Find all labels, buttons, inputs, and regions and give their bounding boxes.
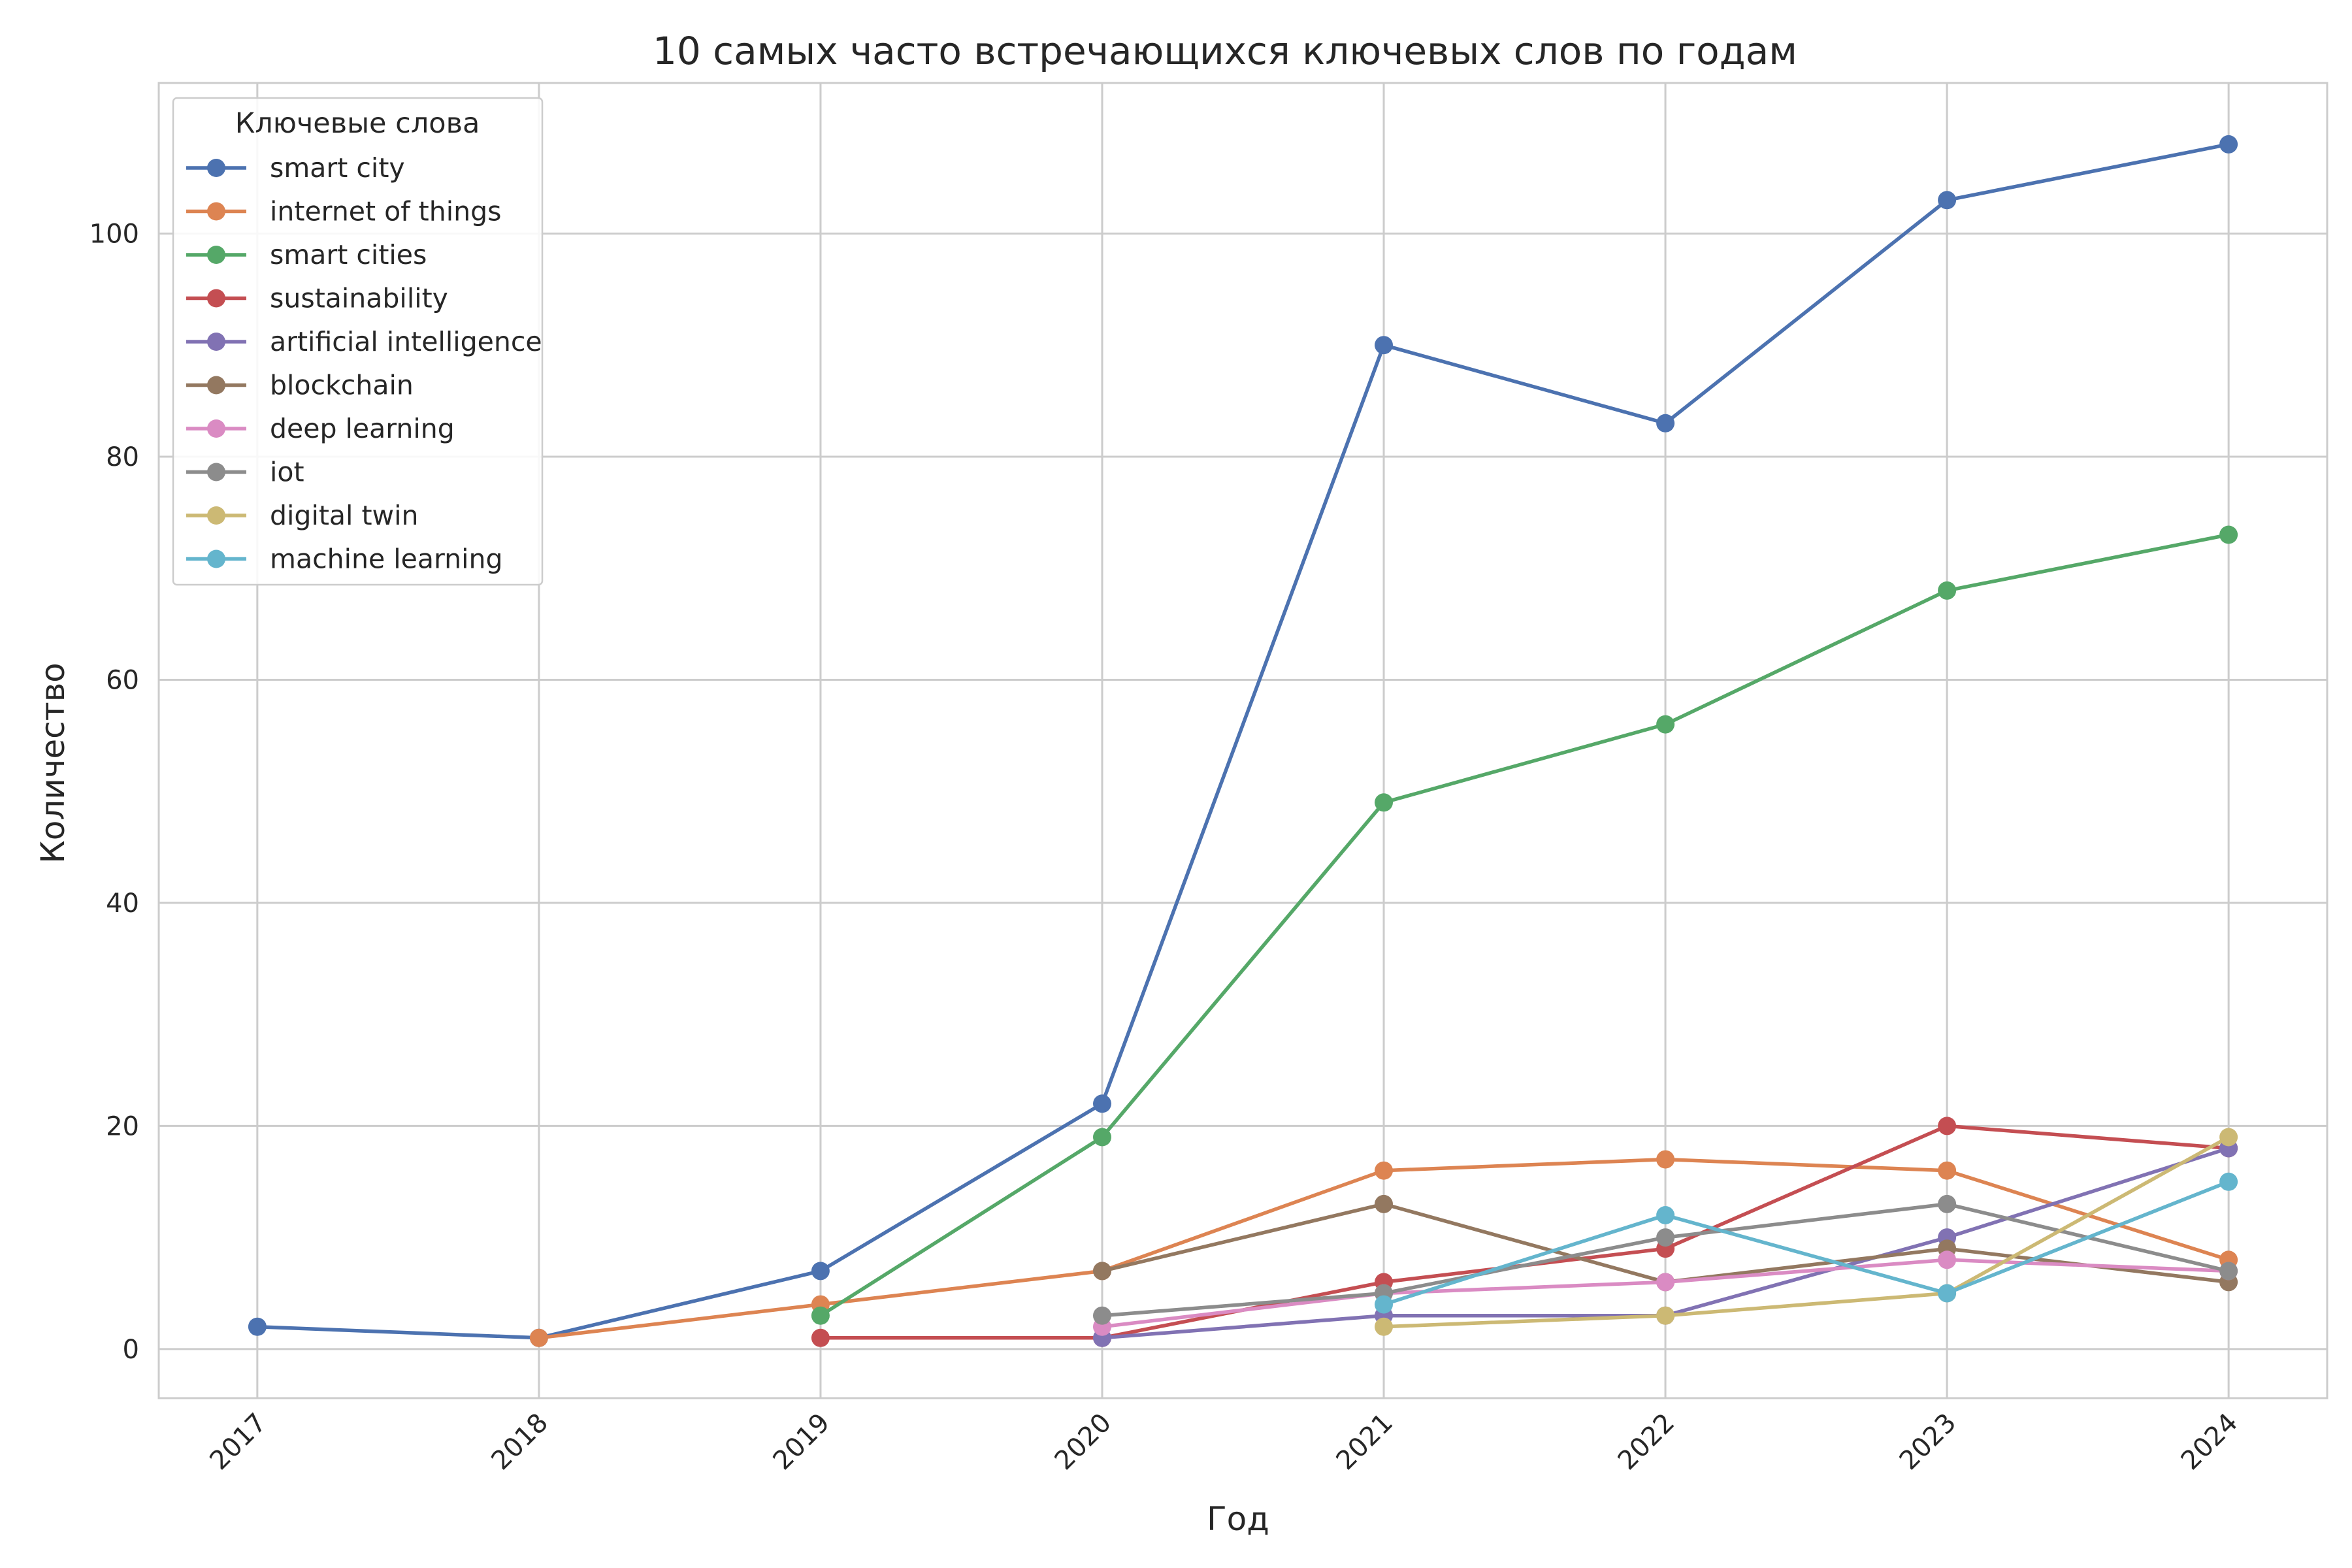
legend-marker [207,463,225,482]
series-iot [1093,1194,2238,1325]
data-point-smart-city [1938,191,1957,210]
data-point-iot [1093,1306,1111,1325]
data-point-internet-of-things [1375,1161,1393,1180]
legend-item-blockchain: blockchain [186,370,414,401]
legend-item-internet-of-things: internet of things [186,196,502,227]
series-machine-learning [1375,1172,2238,1314]
legend-items: smart city internet of things smart cities… [186,152,542,575]
legend-marker [207,202,225,221]
legend-label: artificial intelligence [270,326,542,357]
chart-title: 10 самых часто встречающихся ключевых сл… [653,29,1797,73]
legend-item-iot: iot [186,457,304,488]
data-point-smart-cities [1093,1128,1111,1147]
y-tick-label: 100 [90,219,139,249]
data-point-machine-learning [1375,1295,1393,1314]
y-tick-label: 40 [106,889,139,919]
data-point-machine-learning [1656,1206,1675,1224]
legend-item-smart-city: smart city [186,152,405,184]
y-tick-label: 80 [106,442,139,472]
data-point-iot [1938,1194,1957,1213]
legend-label: internet of things [270,196,502,227]
y-tick-labels: 0 20 40 60 80 100 [90,219,139,1364]
data-point-machine-learning [1938,1284,1957,1303]
data-point-smart-city [1375,336,1393,355]
legend-marker [207,159,225,177]
y-tick-label: 0 [123,1335,139,1365]
data-point-smart-city [1093,1094,1111,1113]
x-axis-label: Год [1207,1500,1269,1538]
y-tick-label: 20 [106,1111,139,1141]
legend-label: smart city [270,152,405,184]
data-point-smart-cities [2219,525,2238,544]
legend-box [172,97,544,586]
y-axis-label: Количество [34,662,72,864]
legend-marker [207,333,225,351]
series-layer [248,135,2238,1347]
legend: Ключевые слова smart city internet of thi… [172,97,544,586]
legend-marker [207,506,225,525]
data-point-blockchain [1375,1194,1393,1213]
legend-label: machine learning [270,544,503,575]
legend-marker [207,246,225,264]
legend-marker [207,419,225,438]
data-point-internet-of-things [1938,1161,1957,1180]
legend-item-deep-learning: deep learning [186,413,455,444]
data-point-smart-cities [811,1306,830,1325]
data-point-digital-twin [1375,1317,1393,1336]
plot-frame [157,82,2328,1399]
legend-item-smart-cities: smart cities [186,239,427,270]
legend-item-digital-twin: digital twin [186,500,418,531]
data-point-smart-city [248,1317,267,1336]
series-line-smart-cities [819,532,2230,1318]
series-line-smart-city [255,142,2230,1340]
data-point-internet-of-things [529,1328,548,1347]
data-point-smart-cities [1656,715,1675,734]
data-point-smart-city [1656,414,1675,433]
legend-item-sustainability: sustainability [186,283,448,314]
data-point-sustainability [811,1328,830,1347]
legend-marker [207,376,225,395]
y-tick-label: 60 [106,665,139,695]
data-point-digital-twin [2219,1128,2238,1147]
data-point-machine-learning [2219,1172,2238,1191]
data-point-iot [1656,1228,1675,1247]
data-point-smart-city [811,1262,830,1281]
data-point-smart-cities [1375,793,1393,812]
legend-item-machine-learning: machine learning [186,544,503,575]
legend-label: blockchain [270,370,414,401]
legend-label: digital twin [270,500,418,531]
data-point-smart-cities [1938,581,1957,600]
legend-label: iot [270,457,304,488]
legend-label: sustainability [270,283,448,314]
legend-marker [207,289,225,308]
data-point-digital-twin [1656,1306,1675,1325]
legend-item-artificial-intelligence: artificial intelligence [186,326,542,357]
data-point-smart-city [2219,135,2238,154]
data-point-deep-learning [1938,1250,1957,1269]
legend-label: deep learning [270,413,455,444]
legend-marker [207,549,225,568]
data-point-iot [2219,1262,2238,1281]
series-line-machine-learning [1382,1180,2230,1307]
legend-label: smart cities [270,239,427,270]
series-line-digital-twin [1382,1135,2230,1329]
series-smart-cities [811,525,2238,1325]
legend-title: Ключевые слова [235,107,480,140]
data-point-deep-learning [1656,1273,1675,1292]
data-point-internet-of-things [1656,1150,1675,1169]
data-point-blockchain [1093,1262,1111,1281]
data-point-sustainability [1938,1117,1957,1135]
